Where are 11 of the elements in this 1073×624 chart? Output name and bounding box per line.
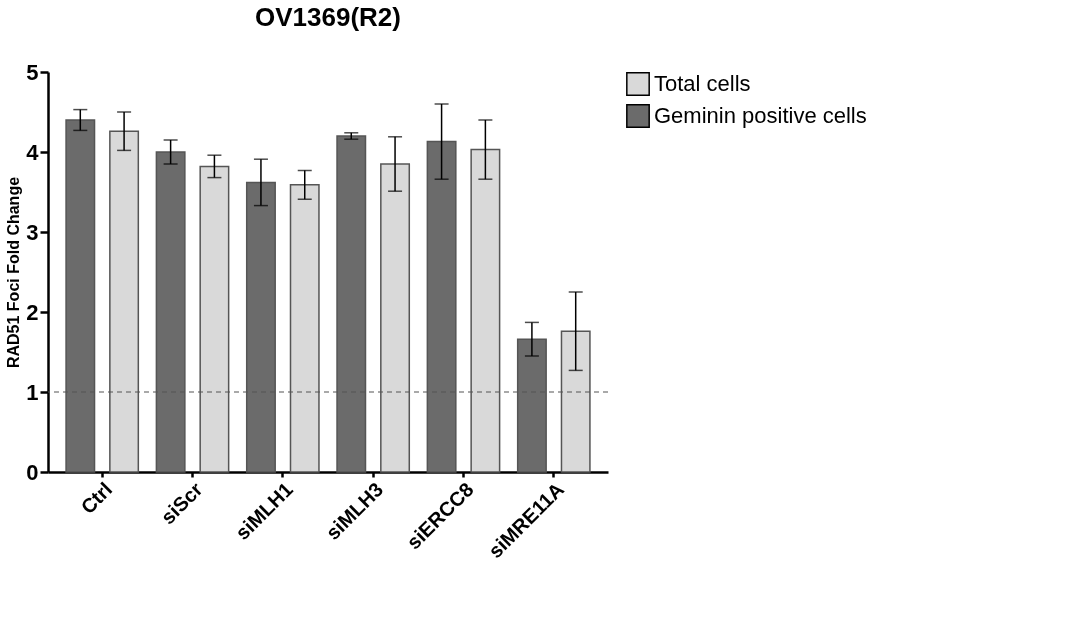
y-tick-label: 3	[26, 219, 39, 245]
y-tick-label: 1	[26, 379, 39, 405]
y-axis-title: RAD51 Foci Fold Change	[5, 176, 23, 369]
y-tick-label: 2	[26, 299, 39, 325]
x-tick-label: Ctrl	[76, 478, 117, 518]
chart-title: OV1369(R2)	[255, 2, 401, 32]
legend-label: Geminin positive cells	[654, 103, 867, 128]
y-tick-label: 4	[26, 139, 40, 165]
y-tick-label: 0	[26, 459, 39, 485]
legend-label: Total cells	[654, 71, 751, 96]
y-tick-label: 5	[26, 59, 39, 85]
